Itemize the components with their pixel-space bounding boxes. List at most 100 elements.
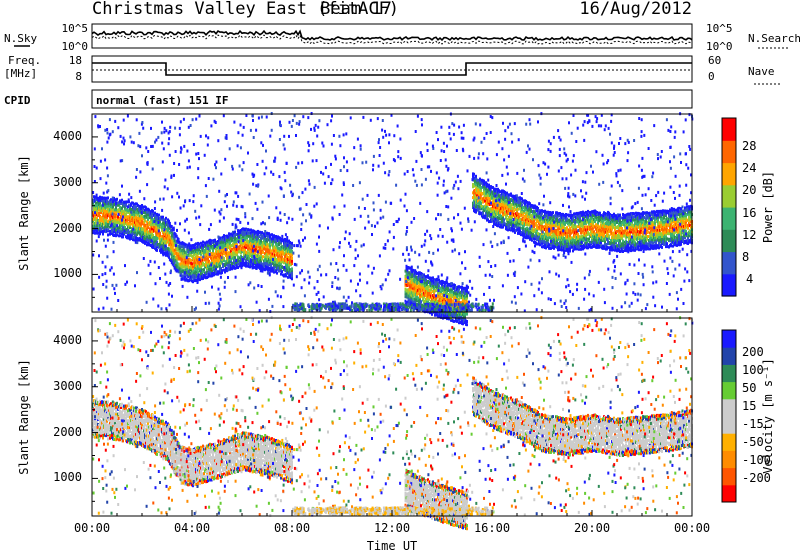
data-cell [272,243,274,246]
data-cell [152,210,154,213]
data-cell [477,179,479,182]
data-cell [291,275,293,278]
data-cell [181,275,183,278]
data-cell [132,236,134,239]
data-cell [100,228,102,231]
nave-tick-top: 60 [708,54,721,67]
data-cell [258,235,260,238]
data-cell [267,266,269,269]
data-cell [244,231,246,234]
data-cell [191,262,193,265]
power-panel: Slant Range [km] 4000 3000 2000 1000 [17,112,693,326]
data-cell [169,252,171,255]
freq-tick-bottom: 8 [75,70,82,83]
data-cell [116,198,118,201]
data-cell [107,233,109,236]
data-cell [260,239,262,242]
data-cell [165,217,167,220]
data-cell [286,255,288,258]
data-cell [281,270,283,273]
power-tick-left-bottom: 10^0 [62,40,89,53]
data-cell [242,246,244,249]
data-cell [114,215,116,218]
data-cell [105,219,107,222]
data-cell [95,202,97,205]
data-cell [237,256,239,259]
frequency-panel: Freq. [MHz] 18 8 60 0 Nave [4,54,780,84]
data-cell [231,248,233,251]
data-cell [291,257,293,260]
data-cell [181,278,183,281]
data-cell [267,235,269,238]
data-cell [148,209,150,212]
data-cell [223,252,225,255]
power-tick-right-top: 10^5 [706,22,733,35]
data-cell [474,180,476,183]
frequency-line [92,63,692,75]
data-cell [107,196,109,199]
data-cell [193,257,195,260]
data-cell [209,268,211,271]
nsearch-label: N.Search [748,32,800,45]
date-label: 16/Aug/2012 [579,0,692,19]
data-cell [190,259,192,262]
data-cell [198,248,200,251]
cpid-value: normal (fast) 151 IF [96,94,228,107]
radar-summary-plot: Christmas Valley East (fitACF) Beam 17 1… [0,0,800,554]
data-cell [142,206,144,209]
data-cell [135,216,137,219]
nsky-label: N.Sky [4,32,37,45]
data-cell [107,228,109,231]
data-cell [276,272,278,275]
data-cell [286,263,288,266]
data-cell [202,277,204,280]
data-cell [222,263,224,266]
data-cell [183,255,185,258]
data-cell [158,214,160,217]
data-cell [121,199,123,202]
data-cell [203,263,205,266]
data-cell [246,236,248,239]
data-cell [162,216,164,219]
data-cell [272,237,274,240]
data-cell [144,220,146,223]
data-cell [235,233,237,236]
data-cell [276,264,278,267]
data-cell [98,212,100,215]
cpid-panel: CPID normal (fast) 151 IF [4,90,692,108]
freq-tick-top: 18 [69,54,82,67]
beam-label: Beam 17 [320,0,392,19]
data-cell [291,260,293,263]
data-cell [473,173,475,176]
data-cell [269,244,271,247]
data-cell [248,229,250,232]
data-cell [183,246,185,249]
data-cell [178,238,180,241]
data-cell [119,234,121,237]
data-cell [179,241,181,244]
data-cell [102,233,104,236]
data-cell [209,249,211,252]
data-cell [202,241,204,244]
power-scatter [92,112,693,326]
data-cell [154,245,156,248]
data-cell [291,267,293,270]
data-cell [244,241,246,244]
data-cell [120,227,122,230]
data-cell [289,241,291,244]
data-cell [94,232,96,235]
data-cell [245,244,247,247]
data-cell [197,271,199,274]
data-cell [231,237,233,240]
data-cell [151,216,153,219]
data-cell [269,259,271,262]
data-cell [234,256,236,259]
cpid-label: CPID [4,94,31,107]
data-cell [125,213,127,216]
data-cell [475,175,477,178]
data-cell [262,251,264,254]
data-cell [124,226,126,229]
nave-tick-bottom: 0 [708,70,715,83]
freq-label: Freq. [8,54,41,67]
data-cell [261,231,263,234]
